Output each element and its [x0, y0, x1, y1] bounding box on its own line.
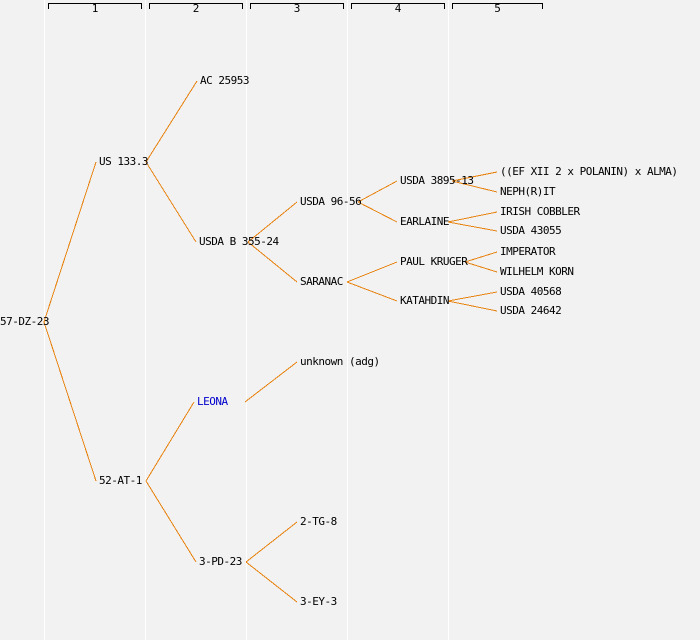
pedigree-node[interactable]: USDA 3895-13 [400, 174, 474, 187]
pedigree-node[interactable]: LEONA [197, 395, 228, 408]
pedigree-connector-line [451, 180, 498, 193]
pedigree-connector-line [357, 180, 398, 203]
generation-number: 3 [293, 2, 301, 15]
pedigree-node[interactable]: 3-EY-3 [300, 595, 337, 608]
pedigree-node[interactable]: 57-DZ-23 [0, 315, 49, 328]
pedigree-node[interactable]: NEPH(R)IT [500, 185, 556, 198]
pedigree-connector-line [247, 201, 298, 243]
pedigree-connector-line [357, 201, 398, 223]
pedigree-connector-line [245, 561, 298, 603]
pedigree-node[interactable]: IRISH COBBLER [500, 205, 580, 218]
pedigree-node[interactable]: KATAHDIN [400, 294, 449, 307]
pedigree-node[interactable]: 3-PD-23 [199, 555, 242, 568]
pedigree-node[interactable]: 2-TG-8 [300, 515, 337, 528]
pedigree-connector-line [346, 281, 398, 302]
pedigree-connector-line [247, 241, 298, 283]
pedigree-connector-line [244, 361, 298, 403]
pedigree-connector-line [245, 521, 298, 563]
pedigree-node[interactable]: EARLAINE [400, 215, 449, 228]
generation-number: 4 [394, 2, 402, 15]
pedigree-connector-line [464, 251, 498, 263]
pedigree-node[interactable]: USDA 96-56 [300, 195, 362, 208]
pedigree-node[interactable]: US 133.3 [99, 155, 148, 168]
generation-number: 1 [91, 2, 99, 15]
pedigree-connector-line [447, 291, 498, 302]
pedigree-node[interactable]: AC 25953 [200, 74, 249, 87]
pedigree-node[interactable]: WILHELM KORN [500, 265, 574, 278]
pedigree-node[interactable]: unknown (adg) [300, 355, 380, 368]
pedigree-node[interactable]: 52-AT-1 [99, 474, 142, 487]
generation-box-border [351, 3, 445, 9]
pedigree-connector-line [447, 211, 498, 223]
generation-box-border [452, 3, 543, 9]
pedigree-node[interactable]: IMPERATOR [500, 245, 556, 258]
pedigree-connector-line [145, 80, 198, 163]
generation-box-border [48, 3, 142, 9]
pedigree-connector-line [464, 261, 498, 273]
generation-number: 5 [494, 2, 501, 15]
pedigree-node[interactable]: ((EF XII 2 x POLANIN) x ALMA) [500, 165, 678, 178]
generation-number: 2 [192, 2, 200, 15]
pedigree-connector-line [145, 161, 197, 243]
pedigree-connector-line [447, 221, 498, 232]
generation-box-border [149, 3, 243, 9]
pedigree-connector-line [43, 321, 97, 482]
pedigree-node[interactable]: PAUL KRUGER [400, 255, 468, 268]
pedigree-node[interactable]: USDA 40568 [500, 285, 562, 298]
pedigree-connector-line [43, 161, 97, 323]
pedigree-node[interactable]: USDA 43055 [500, 224, 562, 237]
pedigree-connector-line [145, 401, 195, 482]
pedigree-connector-line [145, 480, 197, 563]
pedigree-connector-line [451, 171, 498, 182]
pedigree-node[interactable]: USDA B 355-24 [199, 235, 279, 248]
pedigree-node[interactable]: USDA 24642 [500, 304, 562, 317]
pedigree-connector-line [447, 300, 498, 312]
pedigree-connector-line [346, 261, 398, 283]
pedigree-node[interactable]: SARANAC [300, 275, 343, 288]
generation-box-border [250, 3, 344, 9]
